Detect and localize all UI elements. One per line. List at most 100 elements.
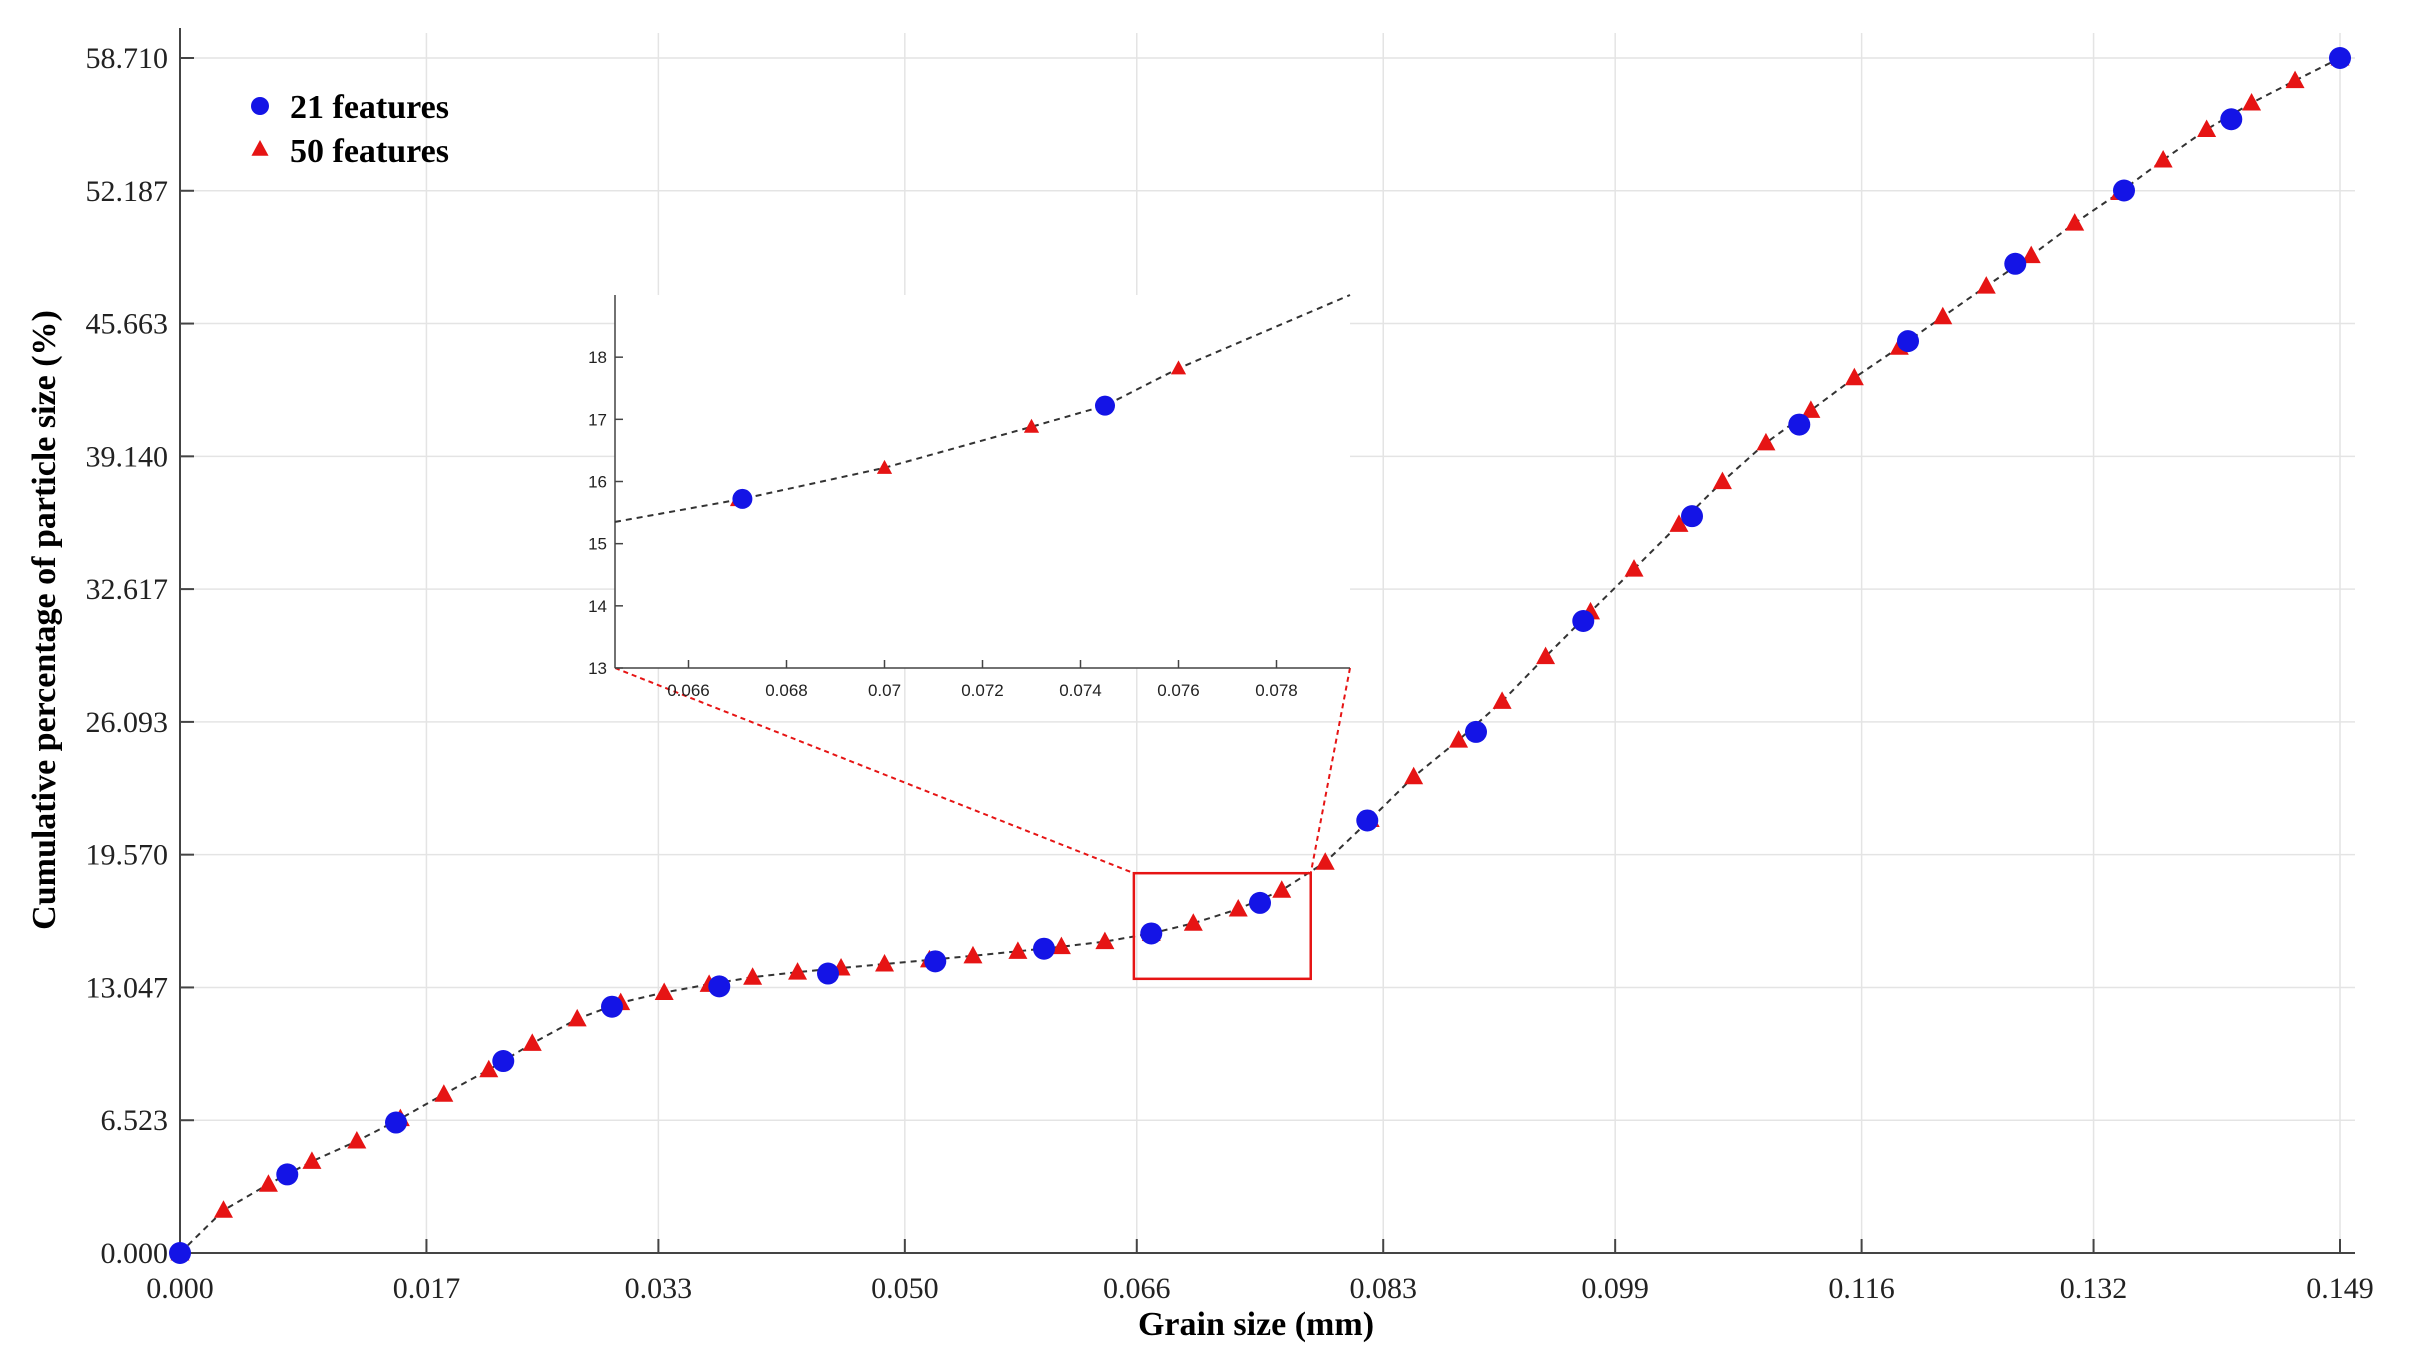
zoom-box <box>614 667 1351 981</box>
y-tick-label: 13.047 <box>86 971 169 1004</box>
triangle-marker <box>302 1151 322 1169</box>
triangle-marker <box>213 1200 233 1218</box>
inset-x-tick-label: 0.066 <box>667 681 710 700</box>
zoom-connector-right <box>1309 667 1351 874</box>
triangle-marker <box>479 1059 499 1078</box>
inset-plot: 0.066 0.068 0.07 0.072 0.074 0.076 0.078 13 14 15… <box>588 294 1351 700</box>
circle-marker <box>1249 891 1271 914</box>
x-tick-label: 0.017 <box>393 1272 461 1305</box>
circle-marker <box>924 950 947 973</box>
circle-marker <box>276 1163 299 1186</box>
triangle-marker <box>2021 245 2041 264</box>
triangle-marker <box>2065 213 2085 231</box>
triangle-marker <box>1712 471 1732 490</box>
x-tick-label: 0.066 <box>1103 1272 1171 1305</box>
x-tick-label: 0.116 <box>1828 1272 1894 1305</box>
y-tick-label: 45.663 <box>86 308 169 341</box>
inset-y-tick-label: 15 <box>588 535 607 554</box>
series-21-features <box>169 47 2351 1264</box>
triangle-marker <box>1008 941 1028 959</box>
legend: 21 features 50 features <box>251 89 449 170</box>
y-tick-label: 32.617 <box>86 573 169 606</box>
triangle-marker <box>2285 70 2305 89</box>
circle-marker <box>2113 179 2135 202</box>
y-tick-label: 58.710 <box>86 42 169 75</box>
zoom-rectangle <box>1132 871 1312 981</box>
triangle-marker <box>434 1084 454 1102</box>
inset-triangle-marker <box>1023 418 1040 433</box>
y-tick-label: 26.093 <box>86 706 169 739</box>
triangle-marker <box>1228 899 1248 917</box>
triangle-marker <box>258 1174 278 1192</box>
inset-x-tick-label: 0.078 <box>1255 681 1298 700</box>
circle-marker <box>1681 505 1703 528</box>
x-tick-label: 0.050 <box>871 1272 939 1305</box>
triangle-marker <box>1756 432 1776 451</box>
circle-marker <box>1465 720 1487 743</box>
triangle-marker <box>347 1131 367 1149</box>
x-tick-label: 0.099 <box>1581 1272 1649 1305</box>
circle-marker <box>1897 330 1919 353</box>
triangle-marker <box>963 945 983 964</box>
x-tick-label: 0.033 <box>625 1272 693 1305</box>
triangle-marker <box>2242 92 2262 111</box>
main-axes: 0.000 0.017 0.033 0.050 0.066 0.083 0.099 0.116… <box>86 28 2374 1305</box>
triangle-marker <box>1315 852 1335 870</box>
triangle-marker <box>1933 306 1953 325</box>
inset-y-tick-label: 16 <box>588 473 607 492</box>
x-tick-label: 0.000 <box>146 1272 214 1305</box>
inset-circle-marker <box>1095 395 1115 416</box>
triangle-marker <box>1801 400 1821 418</box>
triangle-marker <box>743 967 763 985</box>
triangle-marker <box>654 982 674 1000</box>
triangle-marker <box>1449 730 1469 748</box>
circle-marker <box>1572 609 1595 632</box>
circle-marker <box>2329 47 2351 69</box>
legend-label-21-features: 21 features <box>290 89 449 126</box>
circle-marker <box>1140 922 1163 945</box>
x-tick-label: 0.149 <box>2306 1272 2374 1305</box>
inset-y-tick-label: 18 <box>588 348 607 367</box>
circle-marker <box>2004 252 2027 275</box>
y-tick-label: 39.140 <box>86 440 169 473</box>
inset-y-tick-label: 13 <box>588 659 607 678</box>
x-tick-label: 0.132 <box>2060 1272 2128 1305</box>
circle-marker <box>2220 108 2243 131</box>
triangle-marker <box>1844 367 1864 386</box>
circle-marker <box>1788 413 1811 436</box>
triangle-marker <box>1624 559 1644 577</box>
triangle-marker <box>1976 276 1996 294</box>
triangle-marker <box>1272 880 1292 898</box>
y-tick-label: 52.187 <box>86 175 169 208</box>
triangle-marker <box>567 1008 587 1027</box>
y-axis-label: Cumulative percentage of particle size (… <box>26 310 63 930</box>
zoom-connector-left <box>614 667 1135 875</box>
triangle-marker <box>1183 913 1203 931</box>
triangle-marker <box>2153 149 2173 168</box>
x-axis-label: Grain size (mm) <box>1138 1306 1374 1343</box>
triangle-marker <box>522 1033 542 1051</box>
legend-label-50-features: 50 features <box>290 133 449 170</box>
circle-marker <box>817 962 839 985</box>
circle-marker <box>492 1050 515 1073</box>
circle-marker <box>708 975 731 998</box>
inset-y-tick-label: 14 <box>588 597 607 616</box>
triangle-marker <box>788 962 808 980</box>
inset-triangle-marker <box>876 459 893 474</box>
triangle-marker <box>875 953 895 972</box>
circle-marker <box>601 995 623 1018</box>
inset-circle-marker <box>732 488 753 509</box>
y-tick-label: 6.523 <box>101 1104 169 1137</box>
inset-background <box>615 295 1350 668</box>
y-tick-label: 0.000 <box>101 1237 169 1270</box>
triangle-marker <box>1492 691 1512 709</box>
x-tick-label: 0.083 <box>1349 1272 1417 1305</box>
inset-x-tick-label: 0.074 <box>1059 681 1102 700</box>
inset-x-tick-label: 0.068 <box>765 681 808 700</box>
inset-triangle-marker <box>1170 360 1187 375</box>
triangle-marker <box>1536 646 1556 665</box>
circle-marker <box>1356 809 1379 832</box>
triangle-marker <box>1404 766 1424 785</box>
inset-x-tick-label: 0.072 <box>961 681 1004 700</box>
